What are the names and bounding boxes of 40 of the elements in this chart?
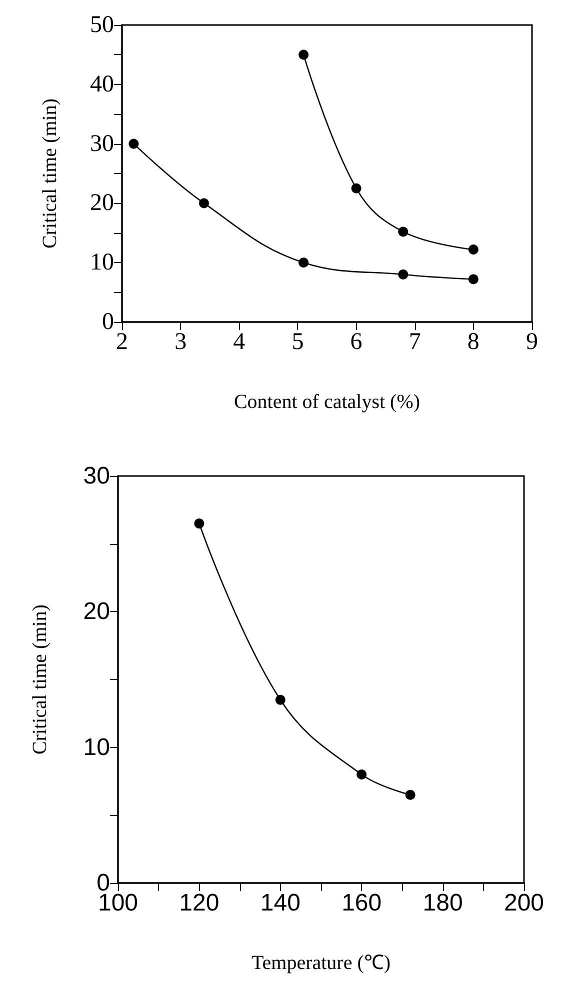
point (405, 790, 416, 800)
x-tick-label: 6 (350, 329, 362, 355)
y-tick-label: 10 (90, 250, 114, 276)
y-tick-label: 0 (102, 309, 114, 335)
x-tick-label: 3 (174, 329, 187, 355)
x-tick-label: 160 (342, 890, 382, 916)
point (398, 226, 408, 237)
point (398, 269, 408, 280)
x-tick-label: 9 (526, 329, 538, 355)
x-tick-label: 5 (292, 329, 304, 355)
y-tick-label: 20 (90, 190, 114, 216)
x-tick-label: 2 (116, 329, 128, 355)
x-tick-label: 8 (467, 329, 480, 355)
x-tick-label: 7 (408, 329, 421, 355)
point (351, 183, 362, 194)
point (275, 694, 286, 705)
y-tick-label: 40 (90, 71, 114, 98)
x-tick-label: 140 (260, 890, 300, 916)
x-axis-title: Temperature (℃) (251, 952, 391, 974)
x-tick-label: 4 (233, 329, 246, 355)
y-tick-label: 30 (90, 130, 114, 157)
y-tick-label: 10 (83, 734, 110, 761)
point (194, 518, 204, 528)
y-axis-title: Critical time (min) (39, 98, 61, 248)
x-tick-label: 120 (179, 890, 220, 916)
y-tick-label: 30 (83, 462, 110, 490)
point (468, 244, 478, 255)
point (298, 258, 309, 268)
x-tick-label: 200 (504, 890, 544, 916)
x-axis-title: Content of catalyst (%) (234, 391, 420, 413)
y-tick-label: 50 (90, 12, 114, 38)
point (356, 769, 367, 780)
x-tick-label: 180 (422, 890, 463, 916)
point (128, 138, 139, 149)
y-tick-label: 20 (83, 598, 110, 626)
point (199, 198, 209, 208)
point (468, 274, 478, 284)
y-axis-title: Critical time (min) (29, 604, 51, 754)
point (298, 50, 309, 60)
x-tick-label: 100 (98, 890, 138, 916)
